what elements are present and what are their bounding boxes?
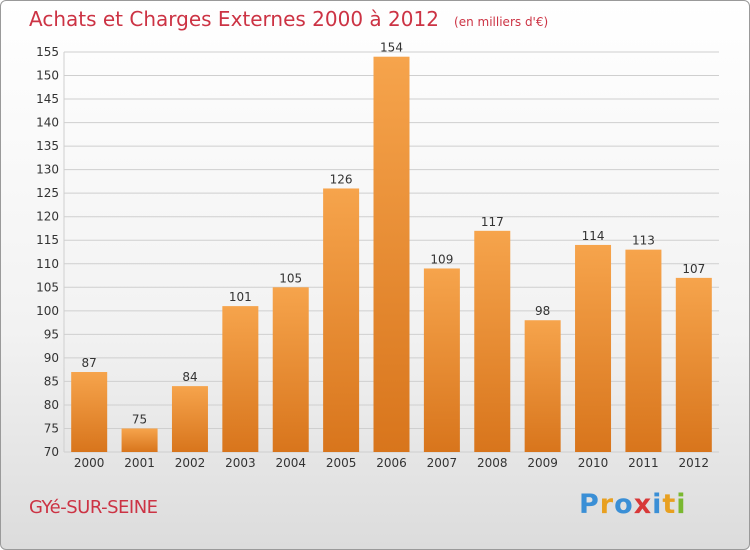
y-tick-label: 95: [44, 327, 59, 341]
y-tick-label: 130: [36, 163, 59, 177]
x-tick-label: 2003: [225, 456, 256, 470]
proxiti-logo: Proxiti: [579, 489, 687, 520]
y-tick-label: 70: [44, 445, 59, 459]
logo-letter: r: [599, 489, 615, 520]
bar-2007: [423, 268, 460, 452]
data-label: 126: [330, 172, 353, 186]
bar-2000: [71, 372, 108, 452]
x-tick-label: 2011: [628, 456, 659, 470]
logo-letter: x: [633, 489, 653, 520]
x-tick-label: 2002: [175, 456, 206, 470]
y-tick-label: 105: [36, 280, 59, 294]
bar-2004: [272, 287, 309, 452]
data-label: 107: [682, 262, 705, 276]
y-tick-label: 155: [36, 45, 59, 59]
data-labels: 87 75 84 101 105 126 154 109 117 98 114 113 107: [82, 41, 706, 427]
title-row: Achats et Charges Externes 2000 à 2012 (…: [29, 7, 548, 31]
data-label: 98: [535, 304, 550, 318]
bar-2012: [675, 277, 712, 452]
data-label: 101: [229, 290, 252, 304]
y-tick-label: 80: [44, 398, 59, 412]
y-tick-label: 110: [36, 257, 59, 271]
bar-2010: [575, 244, 612, 452]
place-name: GYé-SUR-SEINE: [29, 497, 158, 518]
y-tick-label: 100: [36, 304, 59, 318]
chart-subtitle: (en milliers d'€): [454, 15, 549, 29]
data-label: 109: [430, 252, 453, 266]
logo-letter: o: [614, 489, 634, 520]
bar-2003: [222, 306, 259, 452]
data-label: 87: [82, 356, 97, 370]
logo-letter: i: [652, 489, 663, 520]
data-label: 105: [279, 271, 302, 285]
x-tick-label: 2000: [74, 456, 105, 470]
y-axis-ticks: 70 75 80 85 90 95 100 105 110 115 120 125 130 135 140 1…: [36, 45, 59, 459]
y-tick-label: 120: [36, 210, 59, 224]
y-tick-label: 85: [44, 374, 59, 388]
y-tick-label: 125: [36, 186, 59, 200]
logo-letter: t: [662, 489, 677, 520]
bar-2002: [171, 386, 208, 452]
x-tick-label: 2006: [376, 456, 407, 470]
bar-2006: [373, 56, 410, 453]
data-label: 117: [481, 215, 504, 229]
logo-letter: i: [676, 489, 687, 520]
y-tick-label: 140: [36, 116, 59, 130]
x-tick-label: 2004: [275, 456, 306, 470]
data-label: 114: [582, 229, 605, 243]
x-tick-label: 2009: [527, 456, 558, 470]
y-tick-label: 75: [44, 421, 59, 435]
bar-2009: [524, 320, 561, 452]
y-tick-label: 135: [36, 139, 59, 153]
data-label: 84: [182, 370, 197, 384]
data-label: 113: [632, 234, 655, 248]
y-tick-label: 145: [36, 92, 59, 106]
data-label: 75: [132, 412, 147, 426]
x-tick-label: 2012: [679, 456, 710, 470]
x-tick-label: 2001: [124, 456, 155, 470]
y-tick-label: 150: [36, 69, 59, 83]
x-tick-label: 2005: [326, 456, 357, 470]
x-axis-ticks: 2000 2001 2002 2003 2004 2005 2006 2007 2008 2009…: [74, 456, 709, 470]
x-tick-label: 2010: [578, 456, 609, 470]
data-label: 154: [380, 41, 403, 55]
bar-2001: [121, 428, 158, 452]
bar-2005: [323, 188, 360, 452]
bars: [71, 56, 712, 453]
bar-2011: [625, 249, 662, 452]
bar-2008: [474, 230, 511, 452]
x-tick-label: 2007: [427, 456, 458, 470]
y-tick-label: 90: [44, 351, 59, 365]
x-tick-label: 2008: [477, 456, 508, 470]
chart-title: Achats et Charges Externes 2000 à 2012: [29, 7, 439, 31]
logo-letter: P: [579, 489, 600, 520]
y-tick-label: 115: [36, 233, 59, 247]
